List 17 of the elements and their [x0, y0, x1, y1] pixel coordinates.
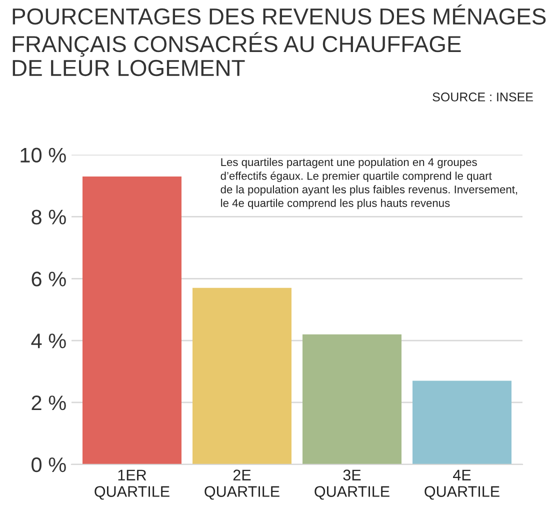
- y-tick-label: 4 %: [31, 334, 66, 348]
- bar: [302, 334, 402, 464]
- chart-title: POURCENTAGES DES REVENUS DES MÉNAGES FRANÇAIS CONSACRÉS AU CHAUFFAGE DE LEUR LOGEMENT: [12, 4, 546, 76]
- bar: [192, 288, 292, 464]
- y-tick-label: 6 %: [32, 272, 66, 286]
- bar: [82, 176, 182, 464]
- y-tick-label: 0 %: [32, 457, 66, 472]
- y-tick-label: 8 %: [32, 210, 66, 224]
- source-note: SOURCE : INSEE: [432, 92, 533, 102]
- x-tick-label: 4E QUARTILE: [424, 470, 500, 500]
- bar: [412, 380, 512, 464]
- y-tick-label: 10 %: [20, 148, 66, 163]
- x-tick-label: 1ER QUARTILE: [94, 470, 170, 500]
- y-tick-label: 2 %: [32, 395, 66, 410]
- x-tick-label: 2E QUARTILE: [204, 470, 280, 500]
- annotation: Les quartiles partagent une population en 4 groupes d’effectifs égaux. Le premier quartile comprend le quart de la population ayant les plus faibles revenus. Inversement, le 4e quartile comprend les plus hauts revenus: [220, 158, 518, 210]
- x-tick-label: 3E QUARTILE: [314, 470, 390, 500]
